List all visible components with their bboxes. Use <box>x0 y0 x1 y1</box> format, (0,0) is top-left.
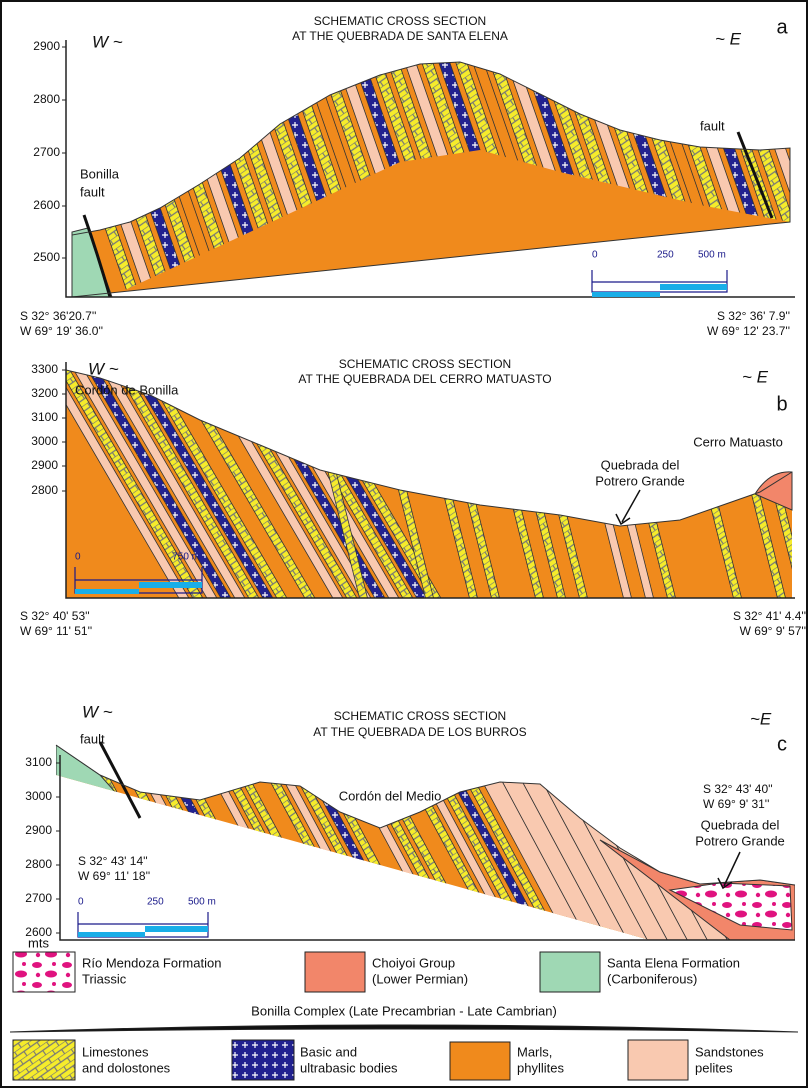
scale: 0 <box>75 552 81 563</box>
stratum <box>788 40 808 300</box>
bonilla: Bonilla Complex (Late Precambrian - Late… <box>251 1003 557 1018</box>
sandstones: pelites <box>695 1060 733 1075</box>
coords-east: W 69° 12' 23.7'' <box>707 324 790 338</box>
santa-elena: (Carboniferous) <box>607 971 697 986</box>
title: SCHEMATIC CROSS SECTION <box>339 357 511 371</box>
choiyoi: Choiyoi Group <box>372 955 455 970</box>
west: W ~ <box>92 32 123 51</box>
rio-mendoza: Triassic <box>82 971 127 986</box>
elevations: 3000 <box>25 789 52 803</box>
elevations: 3100 <box>31 410 58 424</box>
elevations: 2900 <box>25 823 52 837</box>
elevations: 3100 <box>25 755 52 769</box>
stratum <box>122 740 241 945</box>
basic: ultrabasic bodies <box>300 1060 398 1075</box>
labels: fault <box>700 118 725 133</box>
elevations: 3000 <box>31 434 58 448</box>
labels: Quebrada del <box>701 817 780 832</box>
elevations: 2800 <box>33 92 60 106</box>
elevations: 3200 <box>31 386 58 400</box>
west: W ~ <box>82 702 113 721</box>
elevations: 2900 <box>31 458 58 472</box>
stratum <box>192 740 311 945</box>
labels: mts <box>28 935 49 950</box>
stratum <box>164 740 283 945</box>
limestones: Limestones <box>82 1044 149 1059</box>
stratum <box>80 740 199 945</box>
title: SCHEMATIC CROSS SECTION <box>314 14 486 28</box>
title: AT THE QUEBRADA DE SANTA ELENA <box>292 29 508 43</box>
title: SCHEMATIC CROSS SECTION <box>334 709 506 723</box>
labels: Quebrada del <box>601 457 680 472</box>
coords-west: S 32° 43' 14'' <box>78 854 148 868</box>
title: AT THE QUEBRADA DEL CERRO MATUASTO <box>298 372 551 386</box>
west: W ~ <box>88 359 119 378</box>
rio-mendoza: Río Mendoza Formation <box>82 955 221 970</box>
coords-west: W 69° 11' 51'' <box>20 624 92 638</box>
stratum <box>108 740 227 945</box>
scale: 250 <box>147 897 164 908</box>
coords-west: W 69° 11' 18'' <box>78 869 150 883</box>
scale: 750 m <box>172 552 200 563</box>
east: ~E <box>750 709 772 728</box>
labels: fault <box>80 731 105 746</box>
elevations: 2700 <box>33 145 60 159</box>
letter: a <box>776 16 788 38</box>
limestones: and dolostones <box>82 1060 171 1075</box>
coords-west: W 69° 19' 36.0'' <box>20 324 103 338</box>
elevations: 2600 <box>33 198 60 212</box>
labels: Cerro Matuasto <box>693 434 783 449</box>
scale: 0 <box>592 250 598 261</box>
elevations: 2800 <box>31 483 58 497</box>
labels: Cordón de Bonilla <box>75 382 179 397</box>
coords-east: W 69° 9' 57'' <box>740 624 806 638</box>
stratum <box>136 740 255 945</box>
scale: 250 <box>657 250 674 261</box>
coords-west: S 32° 40' 53'' <box>20 609 90 623</box>
santa-elena: Santa Elena Formation <box>607 955 740 970</box>
elevations: 2700 <box>25 891 52 905</box>
labels: fault <box>80 184 105 199</box>
scale: 500 m <box>698 250 726 261</box>
letter: c <box>777 733 787 755</box>
choiyoi: (Lower Permian) <box>372 971 468 986</box>
elevations: 2500 <box>33 250 60 264</box>
coords-east: S 32° 36' 7.9'' <box>717 309 790 323</box>
title: AT THE QUEBRADA DE LOS BURROS <box>313 725 526 739</box>
labels: Bonilla <box>80 166 120 181</box>
arrow <box>616 490 640 524</box>
coords-west: S 32° 36'20.7'' <box>20 309 96 323</box>
elevations: 3300 <box>31 362 58 376</box>
marls: Marls, <box>517 1044 552 1059</box>
elevations: 2800 <box>25 857 52 871</box>
labels: Potrero Grande <box>695 833 785 848</box>
labels: Cordón del Medio <box>339 788 442 803</box>
figure: SCHEMATIC CROSS SECTIONAT THE QUEBRADA D… <box>0 0 808 1088</box>
coords-east: S 32° 43' 40'' <box>703 782 773 796</box>
scale: 500 m <box>188 897 216 908</box>
coords-east: W 69° 9' 31'' <box>703 797 769 811</box>
elevations: 2900 <box>33 39 60 53</box>
scale: 0 <box>78 897 84 908</box>
letter: b <box>776 393 787 415</box>
coords-east: S 32° 41' 4.4'' <box>733 609 806 623</box>
santa-elena <box>56 745 140 820</box>
basic: Basic and <box>300 1044 357 1059</box>
east: ~ E <box>742 367 769 386</box>
marls: phyllites <box>517 1060 564 1075</box>
labels: Potrero Grande <box>595 473 685 488</box>
stratum <box>150 740 269 945</box>
east: ~ E <box>715 29 742 48</box>
sandstones: Sandstones <box>695 1044 764 1059</box>
